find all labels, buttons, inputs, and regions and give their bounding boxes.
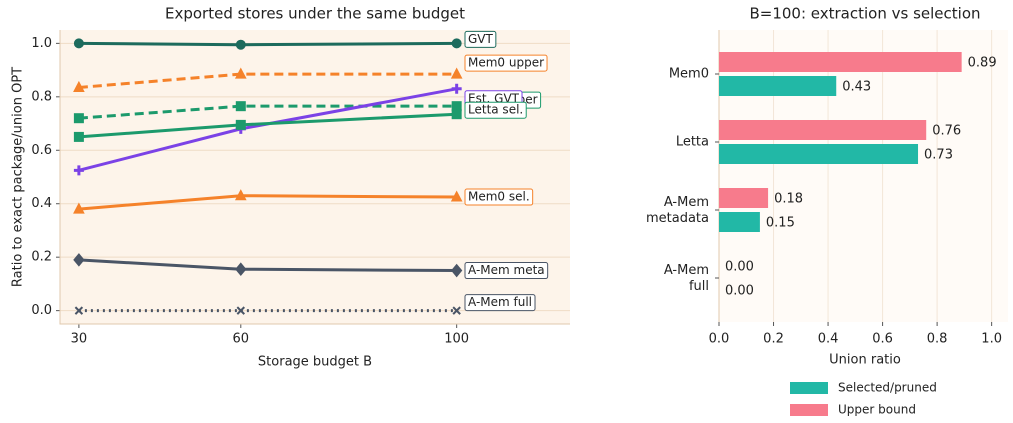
marker [73,113,84,124]
y-tick-label: 0.4 [31,196,52,211]
series-label-box [464,262,549,280]
legend-swatch [790,404,828,416]
y-tick-label: Letta [676,135,709,150]
y-tick-label: Mem0 [669,67,709,82]
y-tick-label: 0.6 [31,143,52,158]
series-label: Letta sel. [468,103,523,117]
marker [451,83,462,94]
bar [719,120,927,140]
y-tick-label: A-Mem metadata [646,195,709,226]
x-tick-label: 0.8 [927,332,948,347]
value-label: 0.76 [932,124,961,139]
y-tick-label: 0.0 [31,303,52,318]
marker [235,39,246,50]
series-label-box [464,188,534,206]
series-label: Mem0 sel. [468,190,530,204]
value-label: 0.15 [766,216,795,231]
bar [719,76,837,96]
series-label: A-Mem full [468,295,532,309]
marker [451,109,462,120]
x-axis-label: Storage budget B [258,355,372,370]
x-tick-label: 100 [444,332,469,347]
bar [719,188,769,208]
series-label-box [464,294,536,312]
series-label-box [464,30,497,48]
marker [73,253,85,267]
y-tick-label: 1.0 [31,36,52,51]
marker [73,80,85,92]
marker [234,189,247,201]
series-line [78,41,457,47]
marker [451,38,462,49]
value-label: 0.43 [842,80,871,95]
x-tick-label: 0.6 [872,332,893,347]
x-tick-label: 60 [233,332,250,347]
x-tick-label: 0.2 [763,332,784,347]
bar [719,52,962,72]
plot-area [60,30,570,324]
x-tick-label: 0.4 [818,332,839,347]
x-tick-label: 30 [71,332,88,347]
y-axis-label: Ratio to exact package/union OPT [11,67,26,287]
marker [73,202,85,214]
chart-title: B=100: extraction vs selection [749,5,980,23]
value-label: 0.89 [968,56,997,71]
marker [452,306,461,315]
legend-label: Selected/pruned [838,381,937,395]
marker [450,190,463,202]
marker [73,165,84,176]
marker [235,119,246,130]
legend-label: Upper bound [838,403,916,417]
marker [236,306,246,315]
x-tick-label: 0.0 [709,332,730,347]
legend-swatch [790,382,828,394]
marker [74,306,84,315]
marker [234,67,247,79]
value-label: 0.00 [725,284,754,299]
axis-spine [59,30,570,325]
series-label-box [464,54,548,72]
x-tick-label: 1.0 [981,332,1002,347]
value-label: 0.18 [774,192,803,207]
series-label: A-Mem meta [468,263,545,277]
y-tick-label: A-Mem full [664,263,709,294]
marker [73,38,84,49]
marker [235,101,246,112]
value-label: 0.00 [725,260,754,275]
y-tick-label: 0.2 [31,250,52,265]
bar [719,144,919,164]
bar [719,212,760,232]
y-tick-label: 0.8 [31,89,52,104]
value-label: 0.73 [924,148,953,163]
marker [450,67,463,79]
plot-area [719,30,1008,322]
series-label-box [464,101,527,119]
marker [73,131,84,142]
series-label: GVT [468,32,494,46]
series-label: Mem0 upper [468,56,544,70]
marker [235,262,247,276]
chart-title: Exported stores under the same budget [165,5,465,23]
x-axis-label: Union ratio [829,353,901,368]
marker [451,263,463,278]
